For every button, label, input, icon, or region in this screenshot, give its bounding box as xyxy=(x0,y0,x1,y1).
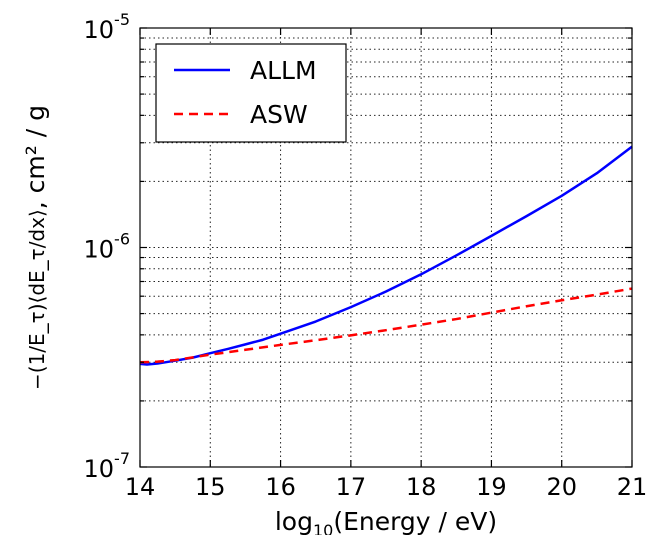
x-tick-label-20: 20 xyxy=(546,473,577,501)
legend-label-allm: ALLM xyxy=(250,56,317,85)
x-axis-label: log10(Energy / eV) xyxy=(275,507,497,535)
y-axis-label-tex: −(1/E_τ)⟨dE_τ/dx⟩ xyxy=(25,209,49,390)
legend: ALLM ASW xyxy=(155,43,347,143)
series-layer xyxy=(139,145,633,366)
x-axis-label-rest: (Energy / eV) xyxy=(333,507,497,535)
series-line-asw xyxy=(139,287,633,364)
x-tick-label-14: 14 xyxy=(125,473,156,501)
x-tick-label-21: 21 xyxy=(617,473,648,501)
y-tick-label--6: 10-6 xyxy=(84,230,131,264)
x-tick-label-15: 15 xyxy=(195,473,226,501)
y-tick-label--7: 10-7 xyxy=(84,449,131,483)
y-tick-label-exponent: -6 xyxy=(114,230,130,249)
x-axis-label-log: log xyxy=(275,507,313,535)
y-axis-label-units: , cm² / g xyxy=(21,105,50,209)
x-tick-label-16: 16 xyxy=(265,473,296,501)
y-tick-label-base: 10 xyxy=(84,16,115,44)
legend-box xyxy=(155,43,347,143)
y-tick-label--5: 10-5 xyxy=(84,10,131,44)
legend-label-asw: ASW xyxy=(250,100,308,129)
y-tick-label-exponent: -7 xyxy=(114,449,130,468)
x-tick-label-18: 18 xyxy=(406,473,437,501)
x-tick-label-17: 17 xyxy=(336,473,367,501)
y-tick-label-base: 10 xyxy=(84,455,115,483)
y-tick-label-base: 10 xyxy=(84,236,115,264)
y-axis-label: −(1/E_τ)⟨dE_τ/dx⟩, cm² / g xyxy=(21,105,50,390)
x-axis-label-subscript: 10 xyxy=(313,521,333,535)
series-line-allm xyxy=(139,145,633,366)
y-tick-label-exponent: -5 xyxy=(114,10,130,29)
x-tick-label-19: 19 xyxy=(476,473,507,501)
